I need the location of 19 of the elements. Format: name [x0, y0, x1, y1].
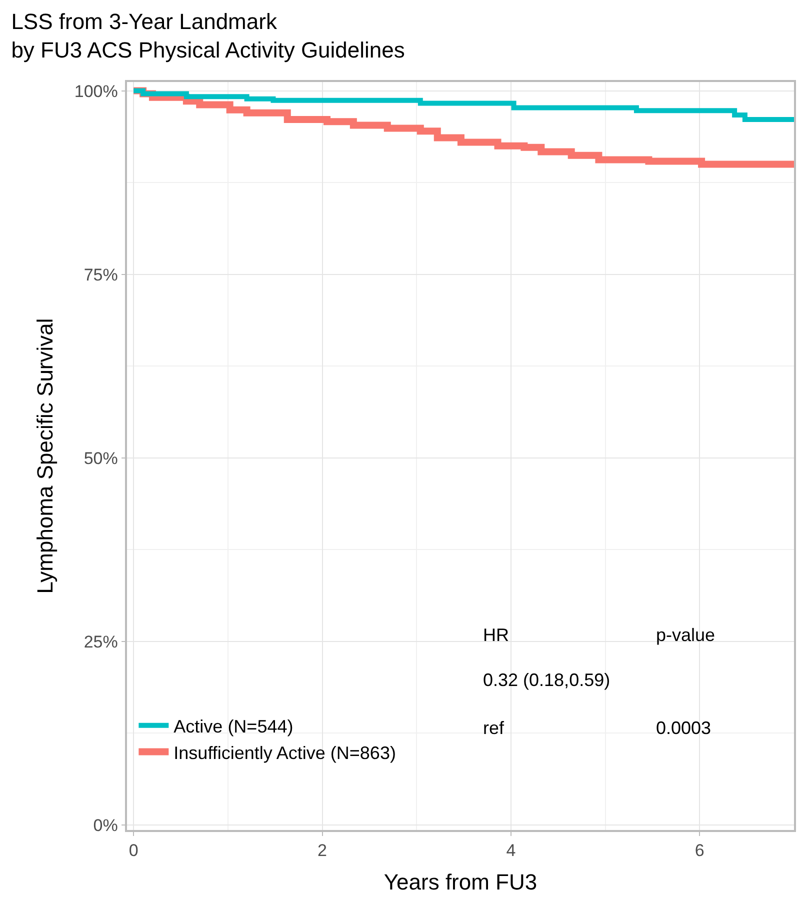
legend-label: Insufficiently Active (N=863) [174, 742, 396, 763]
x-tick-label: 2 [318, 841, 328, 860]
y-axis-title: Lymphoma Specific Survival [32, 318, 58, 594]
annotation: HR [483, 625, 509, 645]
y-tick-label: 0% [93, 816, 118, 835]
chart-title: LSS from 3-Year Landmark by FU3 ACS Physical Activity Guidelines [11, 8, 405, 62]
y-tick-label: 25% [84, 632, 118, 652]
annotation: ref [483, 718, 506, 738]
x-axis-title: Years from FU3 [384, 870, 538, 895]
y-tick-label: 100% [74, 82, 118, 101]
x-tick-label: 0 [128, 841, 138, 860]
annotation: p-value [656, 625, 716, 645]
legend-label: Active (N=544) [174, 716, 294, 736]
x-tick-label: 6 [694, 841, 704, 860]
annotation: 0.0003 [656, 718, 712, 738]
y-tick-label: 50% [84, 448, 118, 468]
annotation: 0.32 (0.18,0.59) [483, 670, 610, 690]
x-tick-label: 4 [506, 841, 516, 860]
y-tick-label: 75% [84, 265, 118, 284]
